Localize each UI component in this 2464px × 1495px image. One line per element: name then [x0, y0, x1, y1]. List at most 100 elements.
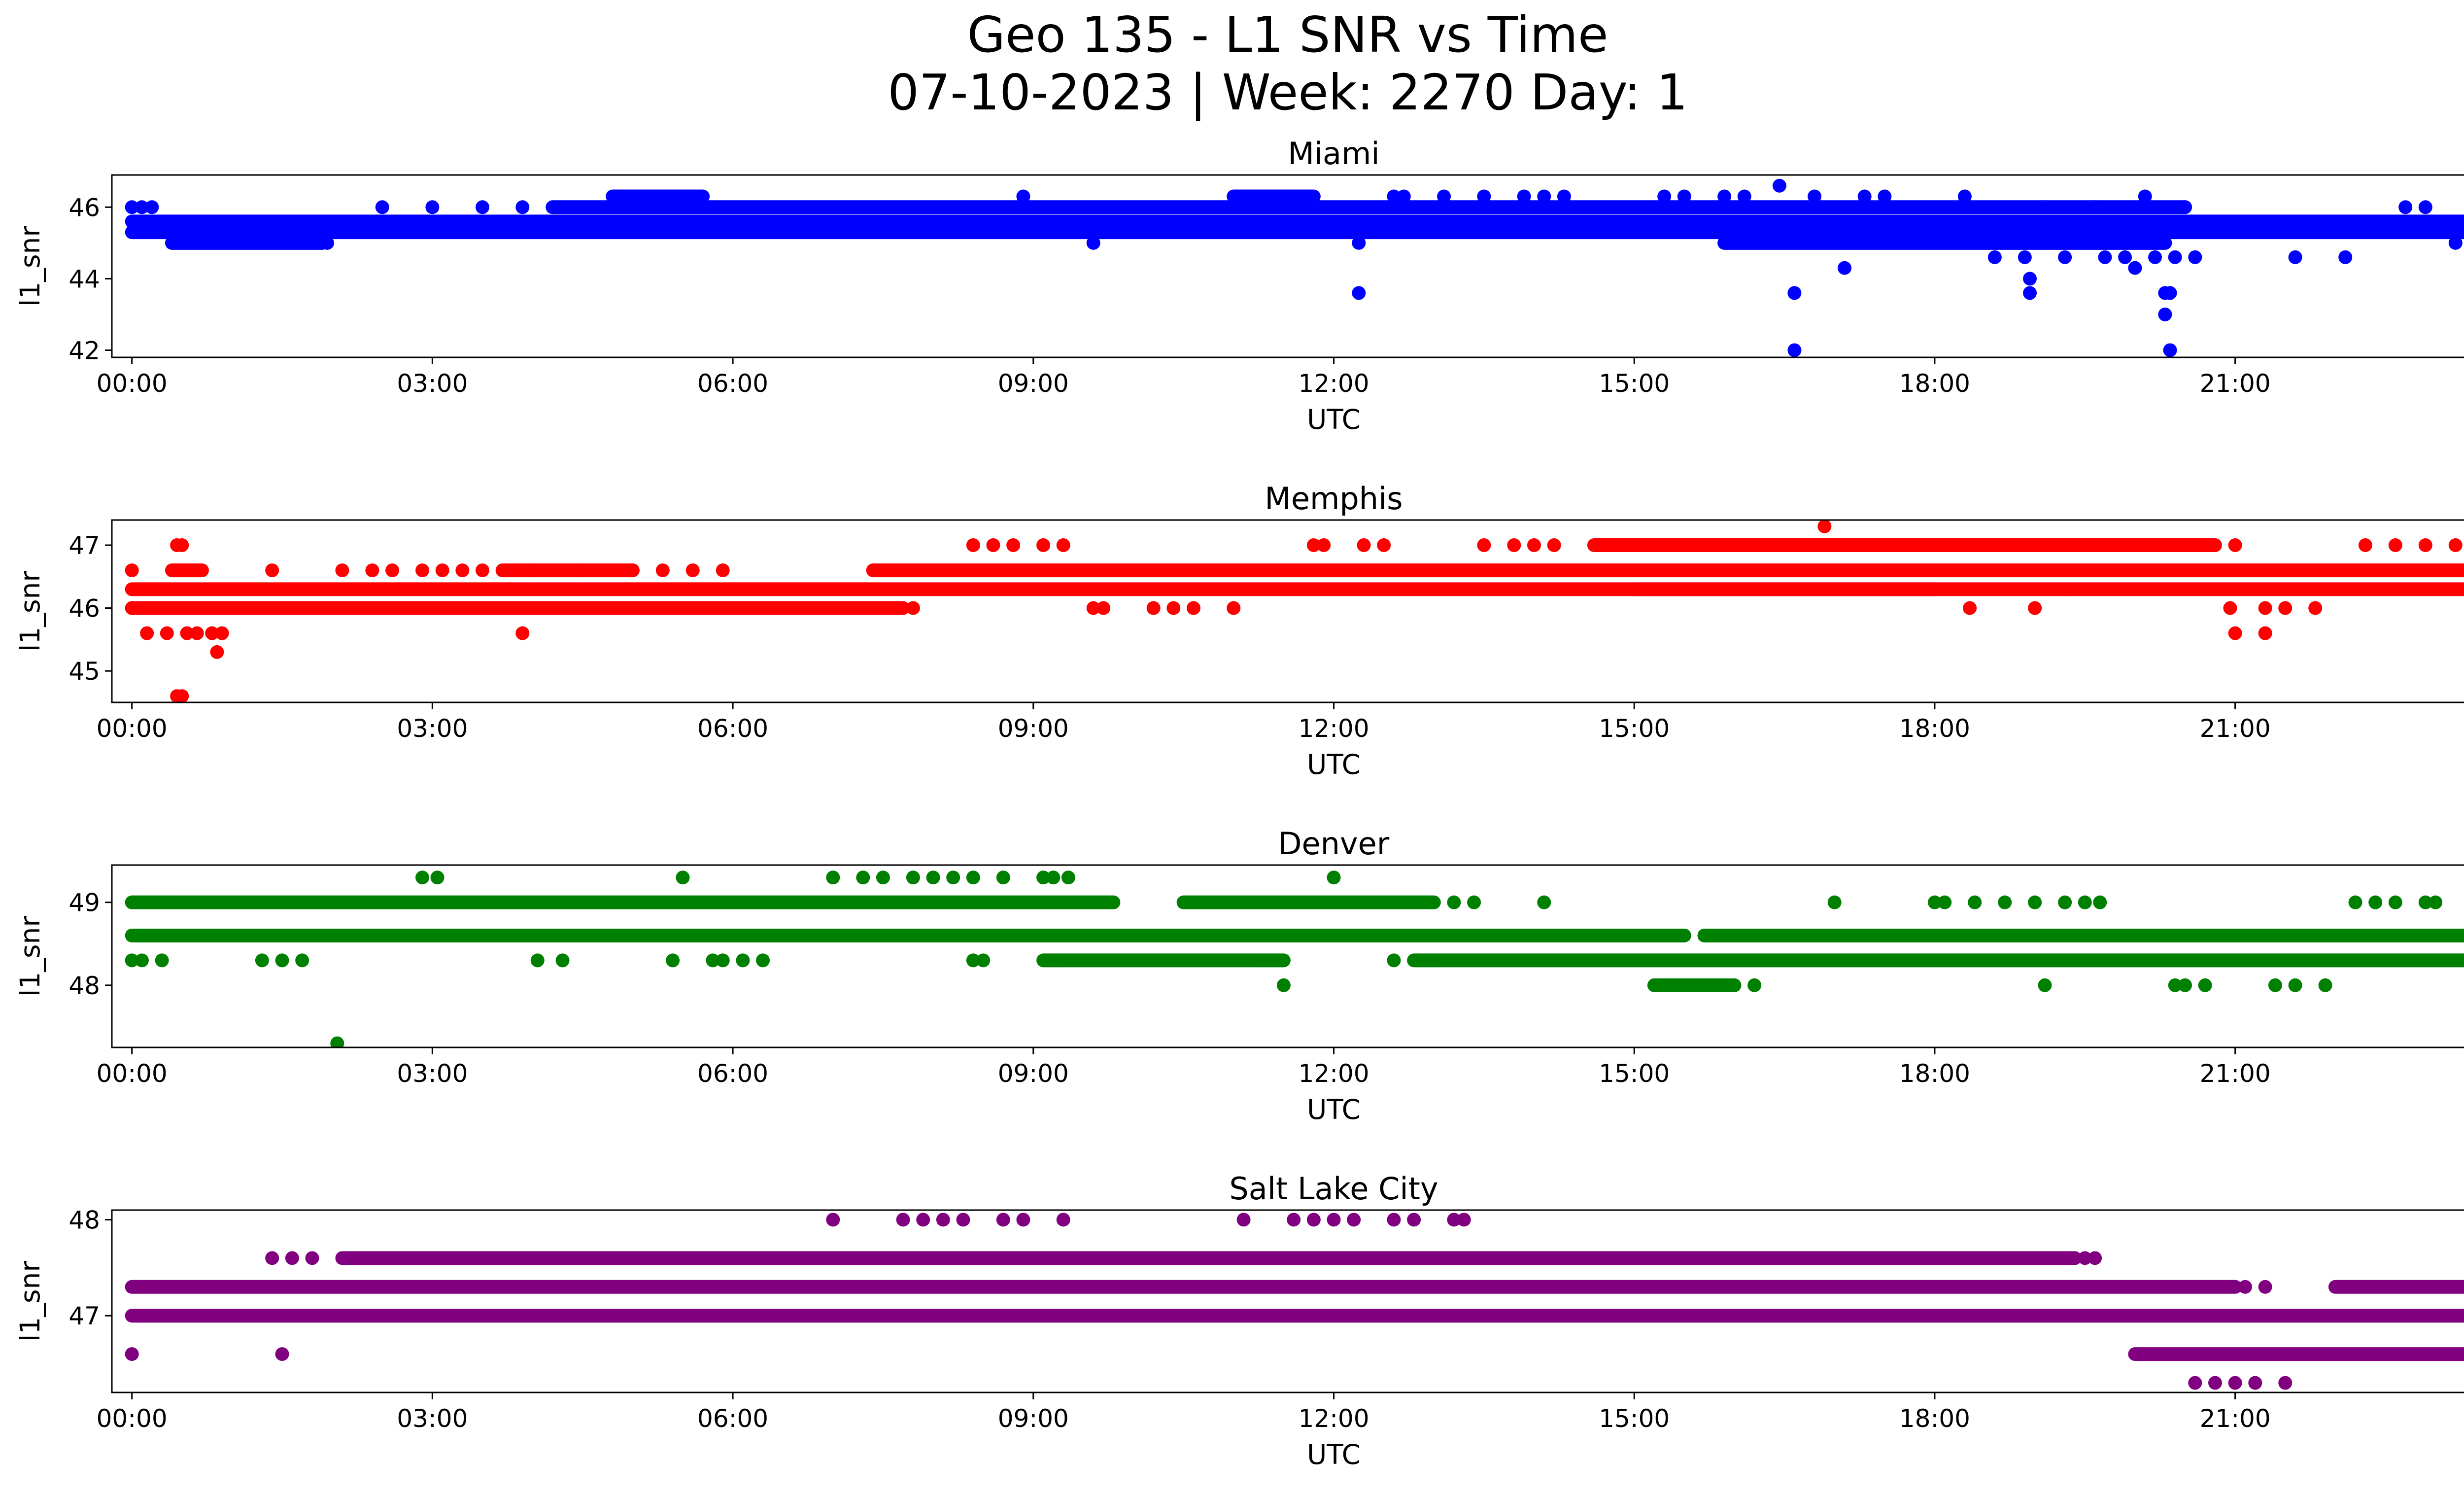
data-point	[2228, 538, 2242, 553]
x-tick-label: 06:00	[697, 369, 768, 398]
x-tick-label: 18:00	[1899, 369, 1970, 398]
x-tick-label: 18:00	[1899, 1404, 1970, 1433]
data-point	[2168, 978, 2182, 992]
subplot-memphis: Memphis 00:00 03:00 06:00 09:00 12:00 15:00 18:…	[14, 481, 2464, 780]
y-tick-label: 45	[68, 657, 100, 686]
data-point	[1577, 1309, 1591, 1323]
data-point	[1086, 236, 1100, 250]
data-point	[415, 870, 430, 885]
data-point	[996, 1213, 1010, 1227]
point-band	[165, 563, 209, 578]
y-axis-label: l1_snr	[14, 916, 46, 997]
y-axis-label: l1_snr	[14, 226, 46, 307]
data-point	[1557, 1309, 1571, 1323]
subplot-miami: Miami 00:00 03:00 06:00 09:00 12:00 15:00 18:00…	[14, 136, 2464, 435]
data-point	[330, 1036, 344, 1047]
data-point	[1998, 895, 2012, 909]
data-point	[1096, 601, 1111, 615]
data-point	[2178, 978, 2192, 992]
data-point	[365, 563, 379, 578]
data-point	[425, 200, 440, 214]
x-tick-label: 06:00	[697, 1059, 768, 1088]
subplot-title: Salt Lake City	[1229, 1171, 1438, 1207]
data-point	[1467, 895, 1481, 909]
data-point	[1657, 189, 1672, 204]
data-point	[2178, 200, 2192, 214]
point-band	[2328, 1280, 2464, 1294]
x-tick-label: 15:00	[1599, 714, 1670, 743]
subplot-title: Memphis	[1265, 481, 1403, 517]
data-point	[976, 953, 991, 968]
series-markers	[125, 1213, 2464, 1390]
data-point	[2278, 601, 2293, 615]
data-point	[796, 225, 810, 240]
point-band	[1717, 236, 2172, 250]
data-point	[1347, 1213, 1361, 1227]
data-point	[1727, 978, 1742, 992]
data-point	[676, 870, 690, 885]
data-point	[180, 626, 194, 640]
data-point	[2368, 895, 2383, 909]
data-point	[966, 538, 980, 553]
data-point	[1016, 1213, 1030, 1227]
data-point	[2208, 1376, 2222, 1390]
data-point	[1086, 601, 1100, 615]
y-tick-label: 48	[68, 1206, 100, 1234]
data-point	[2058, 250, 2072, 264]
data-point	[125, 563, 139, 578]
x-tick-label: 21:00	[2200, 1404, 2271, 1433]
x-tick-label: 09:00	[998, 1059, 1069, 1088]
point-band	[125, 225, 2464, 240]
data-point	[1517, 189, 1531, 204]
data-point	[125, 200, 139, 214]
y-axis-label: l1_snr	[14, 1261, 46, 1342]
data-point	[1857, 189, 1872, 204]
data-point	[415, 563, 430, 578]
data-point	[906, 601, 920, 615]
data-point	[1186, 601, 1200, 615]
data-point	[2228, 626, 2242, 640]
data-point	[1407, 1213, 1421, 1227]
data-point	[1306, 1213, 1321, 1227]
data-point	[926, 870, 940, 885]
data-point	[455, 563, 470, 578]
data-point	[2388, 538, 2402, 553]
subplot-title: Denver	[1278, 826, 1390, 862]
data-point	[430, 870, 445, 885]
point-band	[1587, 538, 2222, 553]
data-point	[1347, 225, 1361, 240]
data-point	[2023, 286, 2037, 300]
subplot-denver: Denver 00:00 03:00 06:00 09:00 12:00 15:00 18:0…	[14, 826, 2464, 1125]
point-band	[125, 928, 1691, 942]
data-point	[2388, 895, 2402, 909]
x-axis-label: UTC	[1307, 1439, 1361, 1470]
figure-title-line2: 07-10-2023 | Week: 2270 Day: 1	[888, 64, 1687, 121]
data-point	[716, 953, 730, 968]
data-point	[1808, 189, 1822, 204]
data-point	[2358, 214, 2372, 229]
data-point	[856, 870, 870, 885]
data-point	[946, 870, 960, 885]
data-point	[135, 953, 149, 968]
data-point	[2418, 538, 2432, 553]
point-band	[1227, 189, 1321, 204]
y-tick-label: 48	[68, 972, 100, 1000]
data-point	[530, 953, 545, 968]
y-tick-label: 46	[68, 193, 100, 222]
data-point	[1447, 1213, 1461, 1227]
data-point	[2288, 250, 2302, 264]
data-point	[2078, 895, 2092, 909]
data-point	[1817, 520, 1832, 533]
data-point	[1327, 870, 1341, 885]
data-point	[525, 563, 540, 578]
data-point	[1957, 189, 1972, 204]
y-axis-label: l1_snr	[14, 571, 46, 652]
data-point	[2018, 582, 2032, 596]
x-tick-label: 03:00	[397, 1404, 468, 1433]
data-point	[205, 626, 219, 640]
x-tick-label: 15:00	[1599, 1404, 1670, 1433]
data-point	[295, 953, 309, 968]
data-point	[1046, 870, 1061, 885]
data-point	[966, 870, 980, 885]
